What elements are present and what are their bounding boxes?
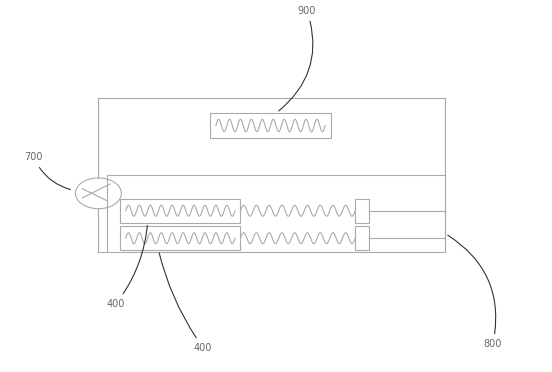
Bar bbox=[107, 175, 445, 252]
Bar bbox=[120, 226, 241, 250]
Bar bbox=[120, 199, 241, 223]
Text: 900: 900 bbox=[279, 6, 316, 111]
Bar bbox=[355, 199, 369, 223]
Text: 700: 700 bbox=[25, 153, 71, 190]
Bar bbox=[210, 113, 331, 138]
Text: 400: 400 bbox=[107, 225, 147, 309]
Text: 400: 400 bbox=[159, 253, 213, 353]
Bar bbox=[355, 226, 369, 250]
Text: 800: 800 bbox=[448, 235, 502, 349]
